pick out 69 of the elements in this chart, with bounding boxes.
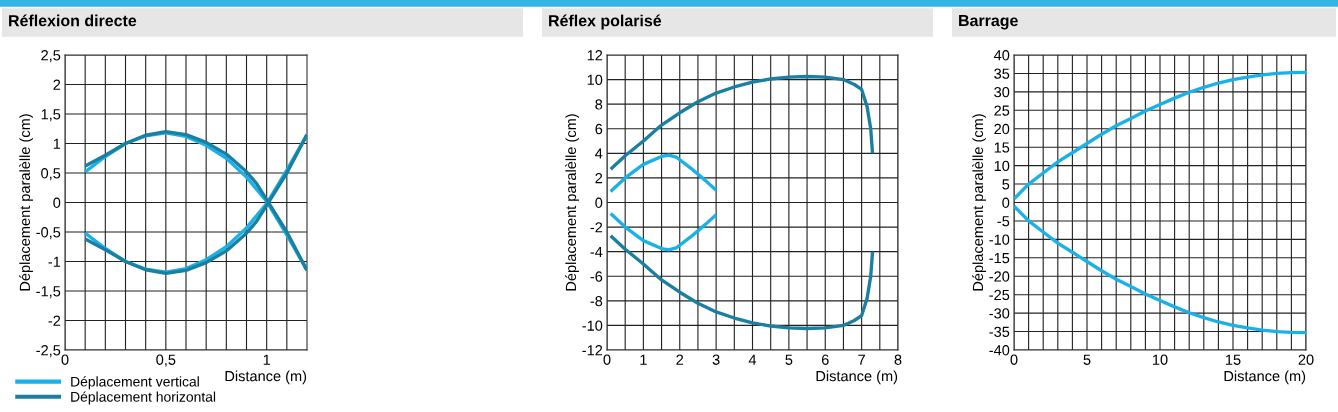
y-tick-label: 30 xyxy=(994,86,1010,98)
chart-title: Barrage xyxy=(959,15,1018,30)
y-tick-label: -15 xyxy=(989,253,1010,264)
x-tick-label: 0 xyxy=(603,354,611,365)
x-tick-label: 5 xyxy=(1083,354,1091,365)
y-tick-label: 15 xyxy=(994,142,1010,153)
y-tick-label: -6 xyxy=(590,271,603,282)
y-tick-label: -2,5 xyxy=(36,345,61,358)
y-tick-label: 40 xyxy=(993,50,1010,61)
y-axis-title: Déplacement paralèlle (cm) xyxy=(565,114,579,291)
x-tick-label: 15 xyxy=(1226,354,1241,365)
y-tick-label: -20 xyxy=(989,271,1010,282)
y-tick-label: -5 xyxy=(997,216,1010,227)
y-tick-label: 25 xyxy=(994,105,1010,116)
x-tick-label: 7 xyxy=(858,354,865,365)
y-tick-label: 5 xyxy=(1002,179,1010,190)
x-axis-title: Distance (m) xyxy=(816,370,898,385)
y-tick-label: 1,5 xyxy=(41,109,61,122)
y-tick-label: -10 xyxy=(582,320,603,331)
y-tick-label: 2 xyxy=(53,79,61,90)
x-tick-label: 0 xyxy=(1010,354,1018,365)
y-tick-label: 0 xyxy=(595,197,603,208)
y-tick-label: -35 xyxy=(989,326,1010,337)
legend-label: Déplacement horizontal xyxy=(71,391,216,405)
y-tick-label: -2 xyxy=(590,222,603,233)
chart-title: Réflexion directe xyxy=(9,14,137,27)
y-tick-label: -2 xyxy=(48,315,61,326)
y-tick-label: 10 xyxy=(994,160,1010,172)
y-tick-label: 0 xyxy=(53,197,61,208)
y-axis-title: Déplacement paralèlle (cm) xyxy=(972,114,986,291)
chart-title: Réflex polarisé xyxy=(549,14,662,30)
x-tick-label: 3 xyxy=(712,354,720,365)
y-tick-label: -8 xyxy=(590,295,603,307)
x-axis-title: Distance (m) xyxy=(1224,370,1306,385)
y-tick-label: -1,5 xyxy=(36,286,61,299)
x-tick-label: 20 xyxy=(1298,354,1314,365)
y-tick-label: 10 xyxy=(587,74,603,86)
x-tick-label: 2 xyxy=(676,354,684,365)
y-tick-label: 20 xyxy=(994,123,1010,135)
x-axis-title: Distance (m) xyxy=(225,370,307,385)
y-tick-label: 8 xyxy=(595,99,603,110)
y-tick-label: 6 xyxy=(595,123,603,135)
legend-label: Déplacement vertical xyxy=(71,376,199,390)
x-tick-label: 8 xyxy=(894,354,902,365)
y-tick-label: -40 xyxy=(989,345,1010,356)
y-tick-label: 4 xyxy=(595,148,603,159)
y-tick-label: 12 xyxy=(587,50,603,61)
x-tick-label: 6 xyxy=(821,354,829,365)
y-tick-label: -12 xyxy=(582,345,603,356)
x-tick-label: 10 xyxy=(1153,354,1168,365)
y-tick-label: -4 xyxy=(590,246,603,257)
x-tick-label: 0 xyxy=(61,354,69,365)
y-tick-label: 2,5 xyxy=(41,50,61,63)
y-tick-label: 1 xyxy=(53,138,61,149)
y-tick-label: 0,5 xyxy=(41,168,61,181)
y-tick-label: -1 xyxy=(48,256,61,267)
x-tick-label: 1 xyxy=(640,354,647,365)
x-tick-label: 5 xyxy=(785,354,793,365)
y-tick-label: -0,5 xyxy=(36,227,61,240)
y-tick-label: 0 xyxy=(1002,197,1010,208)
y-tick-label: -10 xyxy=(989,234,1010,245)
x-tick-label: 0,5 xyxy=(156,354,176,367)
y-tick-label: 35 xyxy=(994,68,1010,79)
y-tick-label: -30 xyxy=(989,308,1010,319)
y-tick-label: 2 xyxy=(595,173,603,184)
y-axis-title: Déplacement paralèlle (cm) xyxy=(19,114,33,291)
x-tick-label: 4 xyxy=(748,354,757,365)
x-tick-label: 1 xyxy=(263,354,271,365)
y-tick-label: -25 xyxy=(989,289,1010,301)
